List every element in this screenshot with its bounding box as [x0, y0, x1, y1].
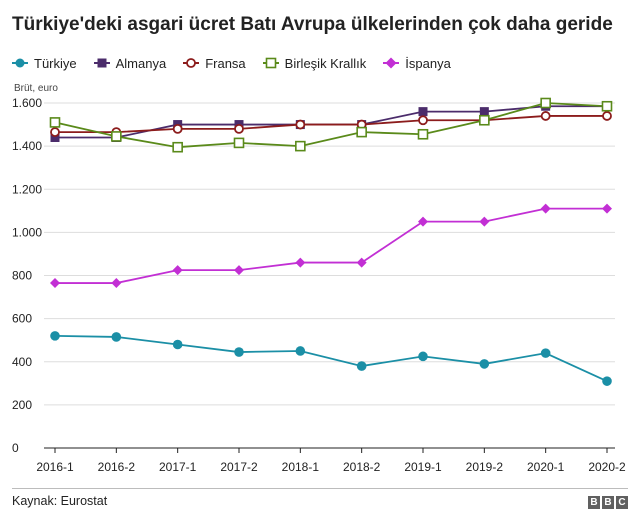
legend-item-turkiye: Türkiye	[12, 56, 77, 71]
legend-item-almanya: Almanya	[93, 55, 167, 71]
bbc-logo-letter: B	[588, 496, 600, 509]
data-point-series-3	[172, 141, 183, 153]
data-point-series-4	[540, 203, 551, 214]
data-point-series-2	[172, 123, 183, 134]
y-axis-label: Brüt, euro	[14, 83, 58, 94]
bbc-logo-letter: C	[616, 496, 628, 509]
data-point-series-3	[295, 140, 306, 152]
data-point-series-4	[295, 257, 306, 268]
x-tick-label: 2018-2	[343, 460, 381, 474]
data-point-series-0	[295, 346, 306, 356]
data-point-series-4	[111, 278, 122, 289]
x-tick-label: 2016-1	[36, 460, 74, 474]
data-point-series-1	[50, 133, 60, 142]
data-point-series-1	[479, 107, 489, 117]
source-note: Kaynak: Eurostat	[12, 494, 108, 508]
legend-label: Türkiye	[34, 55, 77, 71]
data-point-series-2	[540, 111, 551, 121]
series-line-1	[55, 105, 607, 139]
data-point-series-4	[602, 203, 612, 214]
series-line-0	[54, 334, 608, 382]
legend-marker-square-icon	[93, 58, 110, 68]
data-point-series-0	[356, 361, 367, 371]
data-point-series-4	[479, 216, 490, 227]
legend-label: Fransa	[205, 55, 246, 71]
legend-label: Almanya	[115, 55, 167, 71]
data-point-series-3	[233, 137, 245, 149]
data-point-series-2	[418, 115, 428, 126]
data-point-series-3	[49, 117, 61, 128]
chart-title: Türkiye'deki asgari ücret Batı Avrupa ül…	[12, 14, 613, 35]
x-tick-label: 2017-2	[220, 460, 258, 474]
data-point-series-0	[234, 347, 244, 357]
y-tick-label: 1.200	[12, 182, 42, 196]
data-point-series-2	[295, 119, 306, 130]
y-tick-label: 200	[12, 398, 32, 412]
data-point-series-0	[172, 339, 183, 350]
data-point-series-0	[418, 351, 428, 362]
data-point-series-0	[111, 332, 122, 342]
data-point-series-0	[50, 331, 60, 341]
x-tick-label: 2020-1	[527, 460, 565, 474]
y-tick-label: 1.400	[12, 139, 42, 153]
data-point-series-4	[234, 265, 244, 276]
data-point-series-0	[540, 348, 551, 358]
data-point-series-3	[601, 100, 613, 112]
series-line-4	[55, 207, 607, 284]
data-point-series-2	[50, 127, 60, 138]
legend-label: Birleşik Krallık	[284, 55, 367, 71]
series-line-2	[55, 115, 607, 134]
data-point-series-4	[356, 257, 367, 268]
y-tick-label: 600	[12, 312, 32, 326]
x-tick-label: 2017-1	[159, 460, 197, 474]
y-tick-label: 1.600	[12, 96, 42, 110]
data-point-series-0	[602, 376, 612, 386]
data-point-series-3	[540, 97, 551, 109]
footer-divider	[12, 488, 628, 489]
y-tick-label: 400	[12, 355, 32, 369]
legend-label: İspanya	[405, 55, 451, 71]
legend-item-ispanya: İspanya	[383, 56, 451, 71]
data-point-series-1	[418, 107, 428, 117]
data-point-series-3	[111, 131, 122, 142]
data-point-series-3	[479, 114, 490, 126]
data-point-series-2	[602, 111, 612, 121]
legend-marker-circle-icon	[12, 58, 28, 68]
data-point-series-4	[418, 216, 428, 227]
y-tick-label: 1.000	[12, 225, 42, 239]
y-tick-label: 800	[12, 269, 32, 283]
data-point-series-3	[417, 128, 429, 140]
legend-item-fransa: Fransa	[183, 55, 246, 71]
legend-marker-diamond-icon	[383, 57, 400, 69]
data-point-series-4	[50, 278, 60, 289]
x-tick-label: 2016-2	[98, 460, 136, 474]
x-tick-label: 2019-1	[404, 460, 442, 474]
y-tick-label: 0	[12, 441, 19, 455]
data-point-series-3	[356, 126, 367, 138]
bbc-logo-letter: B	[602, 496, 614, 509]
legend-marker-open-square-icon	[262, 57, 279, 69]
chart-legend: Türkiye Almanya Fransa Birleşik Krallık …	[12, 53, 468, 73]
series-line-3	[54, 102, 608, 149]
legend-item-birlesik-krallik: Birleşik Krallık	[262, 55, 367, 71]
x-tick-label: 2020-2	[588, 460, 626, 474]
data-point-series-4	[172, 265, 183, 276]
legend-marker-open-circle-icon	[183, 58, 200, 68]
x-tick-label: 2019-2	[466, 460, 504, 474]
bbc-logo: B B C	[586, 496, 628, 509]
data-point-series-2	[234, 123, 244, 134]
data-point-series-0	[479, 359, 490, 369]
x-tick-label: 2018-1	[282, 460, 320, 474]
